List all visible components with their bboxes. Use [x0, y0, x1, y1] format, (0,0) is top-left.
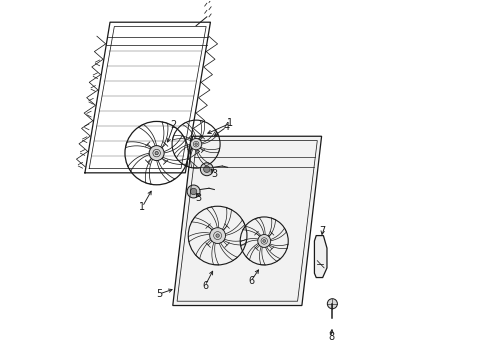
Polygon shape [314, 235, 326, 278]
Circle shape [261, 238, 266, 244]
Circle shape [194, 143, 197, 145]
Text: 4: 4 [223, 122, 229, 132]
Circle shape [200, 163, 213, 176]
Text: 6: 6 [247, 276, 253, 286]
Polygon shape [172, 136, 321, 306]
Circle shape [326, 299, 337, 309]
Text: 7: 7 [319, 226, 325, 236]
Text: 2: 2 [170, 121, 176, 130]
Text: 1: 1 [226, 118, 233, 128]
Circle shape [155, 152, 158, 155]
Circle shape [214, 233, 220, 239]
Circle shape [203, 166, 210, 172]
Circle shape [215, 234, 219, 237]
Text: 3: 3 [210, 169, 217, 179]
Text: 3: 3 [195, 193, 201, 203]
Text: 1: 1 [139, 202, 145, 212]
Text: 8: 8 [327, 332, 334, 342]
Circle shape [262, 239, 265, 242]
Circle shape [187, 185, 200, 198]
Circle shape [190, 139, 202, 150]
Circle shape [193, 141, 198, 147]
Circle shape [257, 234, 270, 247]
Circle shape [209, 228, 225, 243]
Circle shape [149, 145, 164, 161]
Text: 5: 5 [156, 289, 162, 299]
Circle shape [190, 188, 196, 195]
Text: 6: 6 [202, 281, 208, 291]
Circle shape [153, 150, 160, 157]
